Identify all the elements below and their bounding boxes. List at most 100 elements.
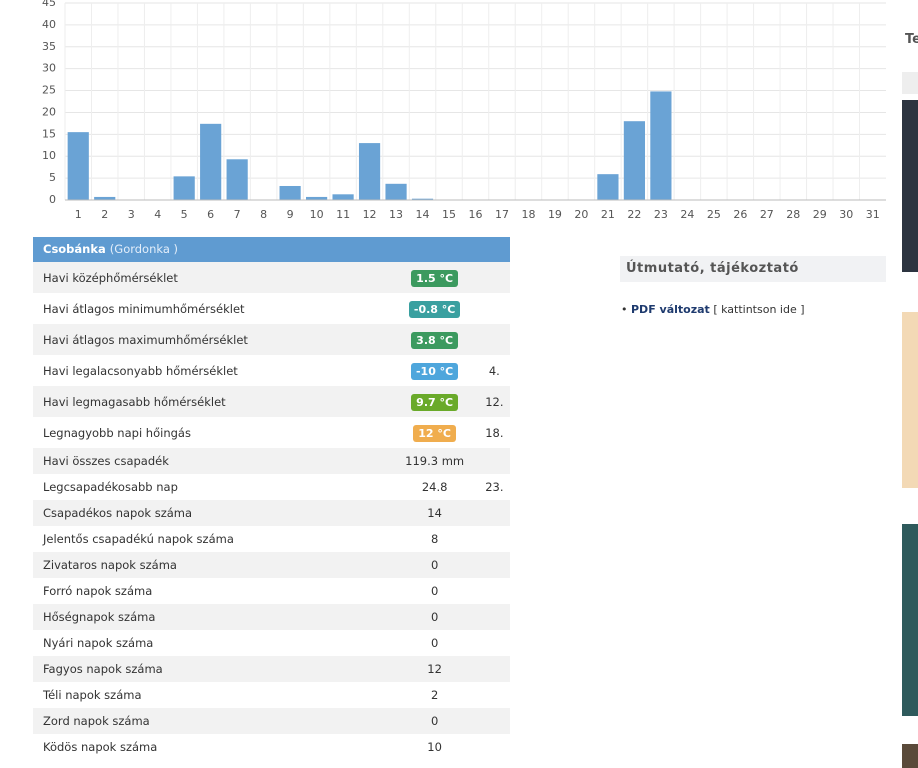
row-value-cell: 24.8 xyxy=(421,480,448,494)
y-tick-label: 45 xyxy=(42,0,56,9)
row-label: Ködös napok száma xyxy=(43,740,158,754)
bar xyxy=(597,174,619,200)
row-label: Havi átlagos minimumhőmérséklet xyxy=(43,301,245,316)
badge: 3.8 °C xyxy=(411,331,459,349)
sidebar-image[interactable] xyxy=(902,312,918,488)
row-label: Havi összes csapadék xyxy=(43,454,169,468)
row-value-cell: 10 xyxy=(427,740,442,754)
bar xyxy=(94,196,116,200)
x-tick-label: 21 xyxy=(601,208,615,221)
row-label: Legnagyobb napi hőingás xyxy=(43,425,191,440)
stats-table: Csobánka (Gordonka ) Havi középhőmérsékl… xyxy=(33,237,510,760)
badge: -0.8 °C xyxy=(408,300,461,318)
x-tick-label: 20 xyxy=(574,208,588,221)
row-label: Havi átlagos maximumhőmérséklet xyxy=(43,332,248,347)
x-tick-label: 2 xyxy=(101,208,108,221)
x-tick-label: 5 xyxy=(181,208,188,221)
station: Csobánka xyxy=(43,242,106,256)
row-value-cell: 3.8 °C xyxy=(391,331,479,349)
y-tick-label: 20 xyxy=(42,105,56,118)
x-tick-label: 26 xyxy=(733,208,747,221)
x-tick-label: 23 xyxy=(654,208,668,221)
row-day: 23. xyxy=(485,480,504,494)
bar xyxy=(332,194,354,200)
row-label: Nyári napok száma xyxy=(43,636,154,650)
row-label: Jelentős csapadékú napok száma xyxy=(43,532,234,546)
bar xyxy=(279,185,301,200)
sidebar-title: Te xyxy=(905,32,918,47)
x-tick-label: 19 xyxy=(548,208,562,221)
badge: -10 °C xyxy=(410,362,459,380)
table-row: Havi átlagos minimumhőmérséklet -0.8 °C xyxy=(33,293,510,324)
y-tick-label: 35 xyxy=(42,40,56,53)
x-tick-label: 29 xyxy=(813,208,827,221)
x-tick-label: 27 xyxy=(760,208,774,221)
row-value-cell: 14 xyxy=(427,506,442,520)
row-value-cell: 0 xyxy=(430,558,439,572)
bar xyxy=(411,198,434,200)
bar xyxy=(226,159,248,200)
row-value-cell: 12 °C xyxy=(391,424,479,442)
y-tick-label: 15 xyxy=(42,127,56,140)
table-row: Legcsapadékosabb nap 24.8 23. xyxy=(33,474,510,500)
x-tick-label: 9 xyxy=(287,208,294,221)
row-value-cell: 12 xyxy=(427,662,442,676)
sidebar-image[interactable] xyxy=(902,100,918,272)
bar xyxy=(623,121,645,200)
table-row: Havi legalacsonyabb hőmérséklet -10 °C 4. xyxy=(33,355,510,386)
y-tick-label: 0 xyxy=(49,193,56,206)
row-label: Havi középhőmérséklet xyxy=(43,270,178,285)
table-row: Havi összes csapadék 119.3 mm xyxy=(33,448,510,474)
y-tick-label: 25 xyxy=(42,84,56,97)
row-label: Hőségnapok száma xyxy=(43,610,156,624)
badge: 1.5 °C xyxy=(411,269,459,287)
table-row: Forró napok száma 0 xyxy=(33,578,510,604)
row-value-cell: 1.5 °C xyxy=(391,269,479,287)
x-tick-label: 14 xyxy=(416,208,430,221)
y-tick-label: 30 xyxy=(42,62,56,75)
bar xyxy=(306,196,328,200)
info-title: Útmutató, tájékoztató xyxy=(620,256,886,282)
area: (Gordonka ) xyxy=(109,242,179,256)
x-tick-label: 3 xyxy=(128,208,135,221)
x-tick-label: 24 xyxy=(680,208,694,221)
row-label: Havi legalacsonyabb hőmérséklet xyxy=(43,363,238,378)
row-label: Legcsapadékosabb nap xyxy=(43,480,178,494)
row-day: 4. xyxy=(488,363,500,378)
bar xyxy=(358,143,381,200)
table-row: Csapadékos napok száma 14 xyxy=(33,500,510,526)
table-row: Zivataros napok száma 0 xyxy=(33,552,510,578)
row-value-cell: 119.3 mm xyxy=(405,454,465,468)
row-label: Téli napok száma xyxy=(43,688,142,702)
hint: [ kattintson ide ] xyxy=(713,303,805,316)
table-row: Zord napok száma 0 xyxy=(33,708,510,734)
row-value-cell: 9.7 °C xyxy=(391,393,479,411)
y-tick-label: 10 xyxy=(42,149,56,162)
bar xyxy=(385,183,407,200)
table-header: Csobánka (Gordonka ) xyxy=(33,237,510,262)
x-tick-label: 28 xyxy=(786,208,800,221)
row-value-cell: -0.8 °C xyxy=(391,300,479,318)
table-row: Téli napok száma 2 xyxy=(33,682,510,708)
sidebar-image[interactable] xyxy=(902,524,918,716)
x-tick-label: 4 xyxy=(154,208,161,221)
table-row: Jelentős csapadékú napok száma 8 xyxy=(33,526,510,552)
x-tick-label: 7 xyxy=(234,208,241,221)
table-row: Ködös napok száma 10 xyxy=(33,734,510,760)
bar xyxy=(67,132,89,200)
row-value-cell: 0 xyxy=(430,714,439,728)
table-row: Havi átlagos maximumhőmérséklet 3.8 °C xyxy=(33,324,510,355)
row-day: 12. xyxy=(485,394,504,409)
pdf-link[interactable]: PDF változat xyxy=(631,303,710,316)
row-label: Csapadékos napok száma xyxy=(43,506,193,520)
table-row: Nyári napok száma 0 xyxy=(33,630,510,656)
x-tick-label: 18 xyxy=(521,208,535,221)
table-row: Fagyos napok száma 12 xyxy=(33,656,510,682)
x-tick-label: 1 xyxy=(75,208,82,221)
x-tick-label: 13 xyxy=(389,208,403,221)
table-row: Havi középhőmérséklet 1.5 °C xyxy=(33,262,510,293)
row-label: Havi legmagasabb hőmérséklet xyxy=(43,394,226,409)
sidebar-image[interactable] xyxy=(902,744,918,768)
